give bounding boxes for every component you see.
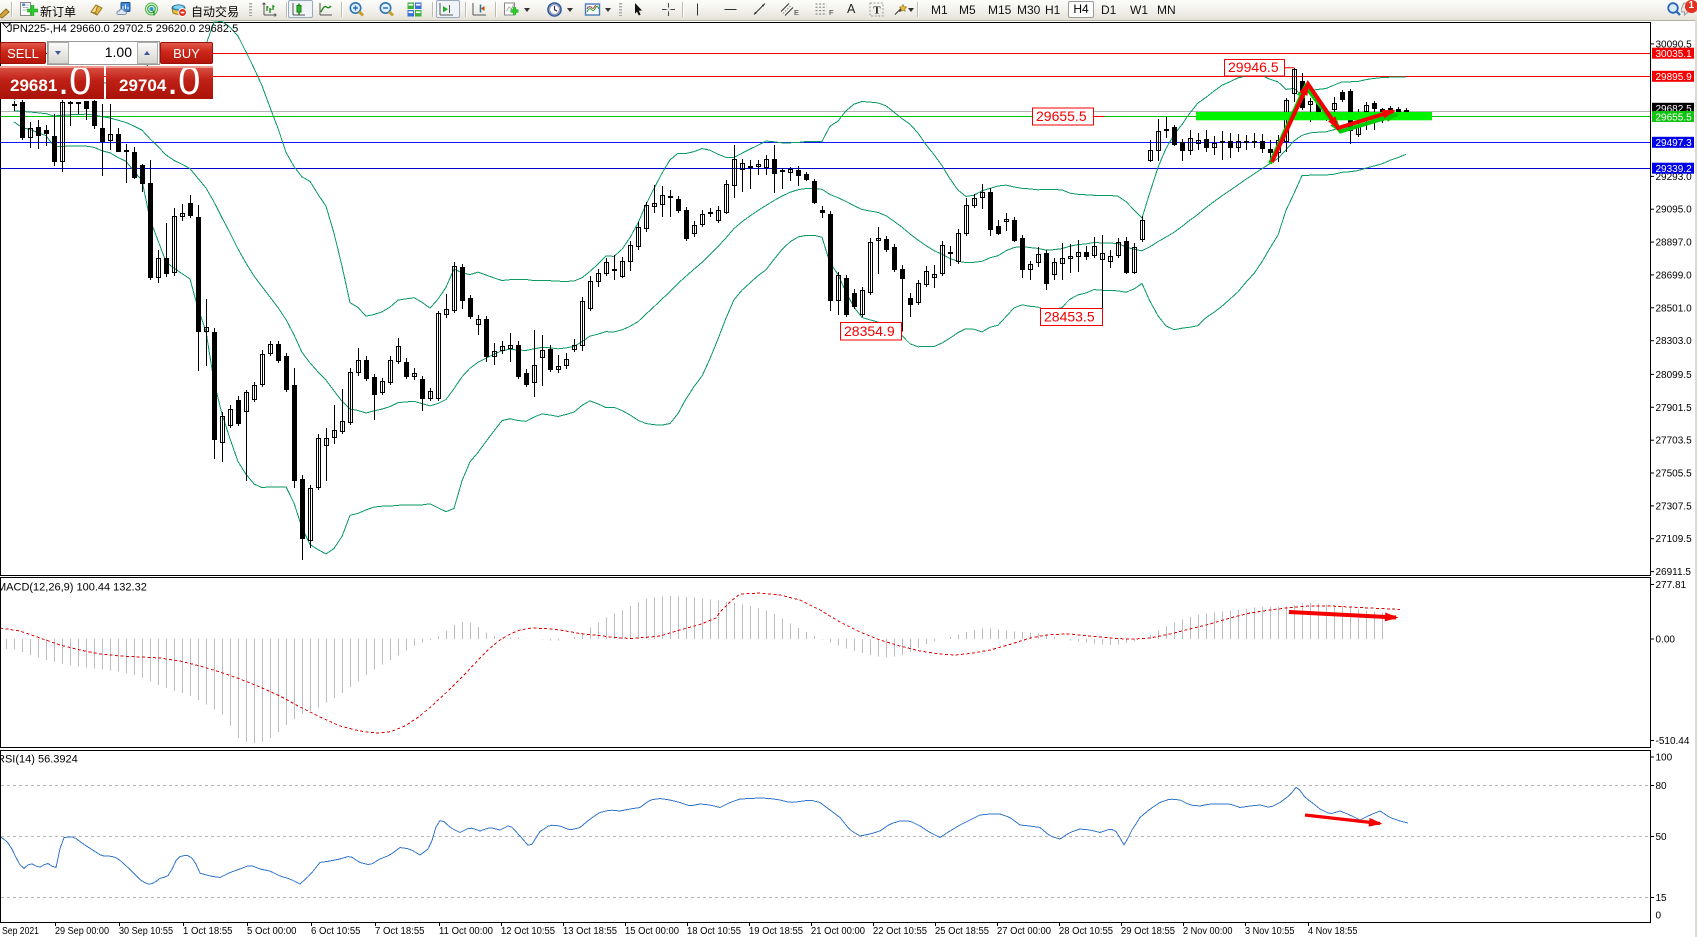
svg-text:11 Oct 00:00: 11 Oct 00:00 (439, 926, 493, 937)
svg-text:21 Oct 00:00: 21 Oct 00:00 (811, 926, 865, 937)
svg-text:Sep 2021: Sep 2021 (2, 926, 39, 937)
svg-text:28354.9: 28354.9 (844, 323, 895, 339)
svg-text:5 Oct 00:00: 5 Oct 00:00 (247, 926, 297, 937)
svg-text:26911.5: 26911.5 (1656, 567, 1692, 578)
svg-text:25 Oct 18:55: 25 Oct 18:55 (935, 926, 989, 937)
svg-text:29946.5: 29946.5 (1228, 59, 1279, 75)
svg-text:29339.2: 29339.2 (1656, 164, 1693, 175)
svg-text:22 Oct 10:55: 22 Oct 10:55 (873, 926, 927, 937)
svg-text:15 Oct 00:00: 15 Oct 00:00 (625, 926, 679, 937)
svg-text:30 Sep 10:55: 30 Sep 10:55 (119, 926, 173, 937)
svg-text:7 Oct 18:55: 7 Oct 18:55 (375, 926, 425, 937)
svg-text:12 Oct 10:55: 12 Oct 10:55 (501, 926, 555, 937)
svg-text:27703.5: 27703.5 (1656, 436, 1693, 447)
svg-text:28897.0: 28897.0 (1656, 238, 1693, 249)
svg-text:T: T (873, 5, 881, 17)
svg-text:29293.0: 29293.0 (1656, 172, 1693, 183)
svg-text:28303.0: 28303.0 (1656, 336, 1693, 347)
svg-text:29655.5: 29655.5 (1656, 112, 1693, 123)
svg-text:4 Nov 18:55: 4 Nov 18:55 (1308, 926, 1358, 937)
svg-text:27109.5: 27109.5 (1656, 534, 1693, 545)
svg-text:29895.9: 29895.9 (1656, 72, 1693, 83)
svg-text:2 Nov 00:00: 2 Nov 00:00 (1183, 926, 1233, 937)
svg-text:RSI(14) 56.3924: RSI(14) 56.3924 (0, 754, 78, 766)
svg-text:27307.5: 27307.5 (1656, 501, 1693, 512)
svg-text:29 Oct 18:55: 29 Oct 18:55 (1121, 926, 1175, 937)
svg-text:0: 0 (1656, 911, 1662, 922)
svg-text:28501.0: 28501.0 (1656, 303, 1693, 314)
svg-text:29682.5: 29682.5 (1656, 104, 1693, 115)
svg-text:15: 15 (1656, 893, 1668, 904)
svg-text:6 Oct 10:55: 6 Oct 10:55 (311, 926, 361, 937)
svg-text:27505.5: 27505.5 (1656, 469, 1693, 480)
svg-text:1 Oct 18:55: 1 Oct 18:55 (183, 926, 233, 937)
svg-text:28099.5: 28099.5 (1656, 370, 1693, 381)
svg-text:27 Oct 00:00: 27 Oct 00:00 (997, 926, 1051, 937)
svg-text:28699.0: 28699.0 (1656, 270, 1693, 281)
svg-text:29 Sep 00:00: 29 Sep 00:00 (55, 926, 109, 937)
svg-text:13 Oct 18:55: 13 Oct 18:55 (563, 926, 617, 937)
svg-text:50: 50 (1656, 832, 1668, 843)
svg-text:29655.5: 29655.5 (1036, 108, 1087, 124)
svg-text:30035.1: 30035.1 (1656, 49, 1693, 60)
svg-text:0.00: 0.00 (1656, 635, 1676, 646)
svg-text:3 Nov 10:55: 3 Nov 10:55 (1245, 926, 1295, 937)
svg-text:277.81: 277.81 (1656, 580, 1687, 591)
svg-text:100: 100 (1656, 753, 1673, 764)
svg-text:19 Oct 18:55: 19 Oct 18:55 (749, 926, 803, 937)
svg-text:18 Oct 10:55: 18 Oct 10:55 (687, 926, 741, 937)
svg-text:27901.5: 27901.5 (1656, 403, 1693, 414)
svg-text:28453.5: 28453.5 (1044, 309, 1095, 325)
svg-text:-510.44: -510.44 (1656, 736, 1690, 747)
svg-text:30090.5: 30090.5 (1656, 39, 1693, 50)
svg-text:80: 80 (1656, 781, 1668, 792)
svg-text:28 Oct 10:55: 28 Oct 10:55 (1059, 926, 1113, 937)
svg-text:29095.0: 29095.0 (1656, 205, 1693, 216)
svg-text:JPN225-,H4 29660.0 29702.5 29: JPN225-,H4 29660.0 29702.5 29620.0 29682… (7, 23, 238, 35)
svg-text:29497.3: 29497.3 (1656, 138, 1693, 149)
svg-text:MACD(12,26,9) 100.44 132.32: MACD(12,26,9) 100.44 132.32 (0, 582, 147, 594)
